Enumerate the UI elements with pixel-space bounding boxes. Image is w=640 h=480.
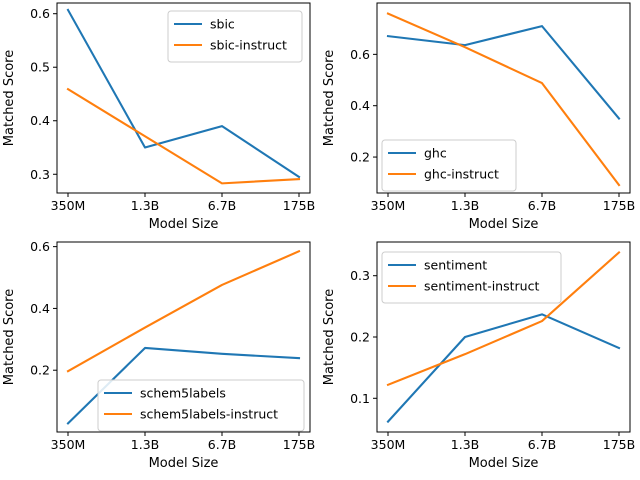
y-tick-label: 0.4 — [30, 301, 50, 316]
y-tick-label: 0.6 — [30, 6, 50, 21]
y-tick-label: 0.3 — [350, 268, 370, 283]
series-line-sbic — [66, 8, 301, 179]
legend-frame — [381, 139, 517, 192]
legend-label-schem5labels: schem5labels — [140, 386, 226, 401]
y-tick-label: 0.2 — [350, 330, 370, 345]
legend-label-ghc-instruct: ghc-instruct — [424, 167, 499, 182]
x-tick-label: 1.3B — [451, 198, 479, 213]
x-tick-label: 350M — [51, 437, 86, 452]
series-line-ghc — [386, 25, 621, 121]
y-axis-label: Matched Score — [322, 289, 337, 385]
legend-frame — [97, 379, 305, 432]
y-tick-label: 0.2 — [30, 363, 50, 378]
y-axis-label: Matched Score — [2, 289, 17, 385]
x-tick-label: 1.3B — [131, 437, 159, 452]
y-tick-label: 0.4 — [30, 113, 50, 128]
y-tick-label: 0.2 — [350, 150, 370, 165]
legend-frame — [167, 10, 303, 63]
plot-area-frame — [376, 2, 631, 194]
legend-label-sbic-instruct: sbic-instruct — [210, 38, 287, 53]
x-axis-label: Model Size — [469, 217, 539, 232]
series-line-ghc-instruct — [386, 12, 621, 187]
legend-label-sentiment-instruct: sentiment-instruct — [424, 279, 539, 294]
legend: schem5labels schem5labels-instruct — [97, 379, 305, 432]
x-tick-label: 350M — [51, 198, 86, 213]
chart-panel-4: 350M 1.3B 6.7B 175B 0.1 0.2 0.3 Model Size Match… — [322, 241, 635, 471]
series-line-schem5labels-instruct — [66, 249, 301, 373]
series-line-sbic-instruct — [66, 87, 301, 185]
chart-panel-2: 350M 1.3B 6.7B 175B 0.2 0.4 0.6 Model Size Match… — [322, 2, 635, 232]
y-tick-label: 0.5 — [30, 60, 50, 75]
y-axis-label: Matched Score — [2, 50, 17, 146]
legend-frame — [381, 251, 562, 304]
x-tick-label: 175B — [283, 437, 315, 452]
series-line-sentiment — [386, 313, 621, 424]
x-axis-label: Model Size — [149, 456, 219, 471]
plot-area-frame — [56, 2, 311, 194]
legend: sentiment sentiment-instruct — [381, 251, 562, 304]
x-tick-label: 1.3B — [131, 198, 159, 213]
y-axis-label: Matched Score — [322, 50, 337, 146]
legend-label-sbic: sbic — [210, 17, 235, 32]
plot-area-frame — [56, 241, 311, 433]
x-tick-label: 350M — [371, 437, 406, 452]
y-tick-label: 0.1 — [350, 391, 370, 406]
legend: sbic sbic-instruct — [167, 10, 303, 63]
x-tick-label: 350M — [371, 198, 406, 213]
x-tick-label: 6.7B — [528, 437, 556, 452]
legend-label-sentiment: sentiment — [424, 258, 487, 273]
series-line-sentiment-instruct — [386, 250, 621, 387]
x-tick-label: 175B — [283, 198, 315, 213]
x-tick-label: 6.7B — [208, 437, 236, 452]
x-tick-label: 6.7B — [208, 198, 236, 213]
legend-label-schem5labels-instruct: schem5labels-instruct — [140, 407, 278, 422]
y-tick-label: 0.3 — [30, 167, 50, 182]
x-tick-label: 1.3B — [451, 437, 479, 452]
x-tick-label: 175B — [603, 198, 635, 213]
chart-panel-1: 350M 1.3B 6.7B 175B 0.3 0.4 0.5 0.6 Model Size Ma… — [2, 2, 315, 232]
x-axis-label: Model Size — [149, 217, 219, 232]
chart-panel-3: 350M 1.3B 6.7B 175B 0.2 0.4 0.6 Model Size Match… — [2, 239, 315, 471]
x-tick-label: 175B — [603, 437, 635, 452]
y-tick-label: 0.6 — [30, 239, 50, 254]
legend-label-ghc: ghc — [424, 146, 447, 161]
x-axis-label: Model Size — [469, 456, 539, 471]
y-tick-label: 0.6 — [350, 47, 370, 62]
legend: ghc ghc-instruct — [381, 139, 517, 192]
y-tick-label: 0.4 — [350, 98, 370, 113]
x-tick-label: 6.7B — [528, 198, 556, 213]
